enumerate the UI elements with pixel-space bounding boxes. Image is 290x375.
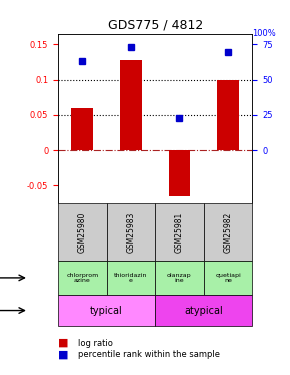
FancyBboxPatch shape [204, 261, 252, 295]
Text: GSM25983: GSM25983 [126, 211, 135, 253]
Text: chlorprom
azine: chlorprom azine [66, 273, 98, 283]
FancyBboxPatch shape [58, 295, 155, 326]
Bar [120, 60, 142, 150]
FancyBboxPatch shape [155, 295, 252, 326]
FancyBboxPatch shape [106, 261, 155, 295]
Title: GDS775 / 4812: GDS775 / 4812 [108, 18, 203, 31]
FancyBboxPatch shape [58, 203, 106, 261]
FancyBboxPatch shape [58, 261, 106, 295]
Text: ■: ■ [58, 338, 68, 348]
Text: quetiapi
ne: quetiapi ne [215, 273, 241, 283]
Bar [168, 150, 190, 196]
Text: typical: typical [90, 306, 123, 315]
Text: ■: ■ [58, 350, 68, 359]
Text: log ratio: log ratio [78, 339, 113, 348]
Text: GSM25980: GSM25980 [78, 211, 87, 253]
Text: thioridazin
e: thioridazin e [114, 273, 148, 283]
FancyBboxPatch shape [155, 203, 204, 261]
Text: GSM25981: GSM25981 [175, 211, 184, 253]
Bar [71, 108, 93, 150]
Text: percentile rank within the sample: percentile rank within the sample [78, 350, 220, 359]
FancyBboxPatch shape [204, 203, 252, 261]
Text: olanzap
ine: olanzap ine [167, 273, 192, 283]
FancyBboxPatch shape [106, 203, 155, 261]
Text: GSM25982: GSM25982 [224, 211, 233, 253]
FancyBboxPatch shape [155, 261, 204, 295]
Text: 100%: 100% [252, 28, 276, 38]
Bar [217, 80, 239, 150]
Text: atypical: atypical [184, 306, 223, 315]
